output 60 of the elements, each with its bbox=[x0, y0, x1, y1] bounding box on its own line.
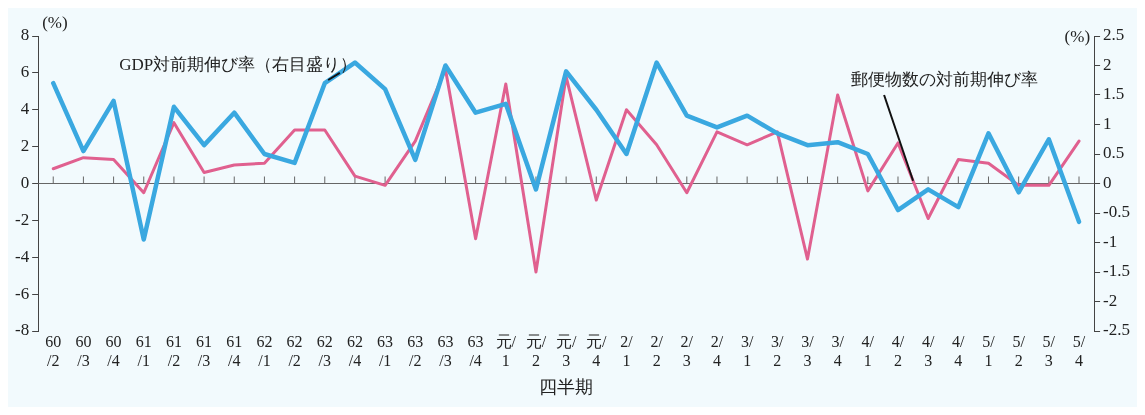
y-tick-label: -8 bbox=[14, 320, 30, 340]
x-tick-label: 3/1 bbox=[740, 332, 754, 369]
x-tick-label: 63/3 bbox=[437, 332, 454, 369]
y-tick-label: -6 bbox=[14, 283, 30, 303]
x-tick-label: 61/2 bbox=[165, 332, 182, 369]
x-tick-label: 63/4 bbox=[467, 332, 484, 369]
y2-tick-label: -1 bbox=[1103, 231, 1118, 251]
x-tick-label: 5/3 bbox=[1042, 332, 1056, 369]
x-tick-label: 62/1 bbox=[256, 332, 273, 369]
x-tick-label: 4/3 bbox=[921, 332, 935, 369]
x-tick-label: 63/2 bbox=[407, 332, 424, 369]
x-tick-label: 61/1 bbox=[135, 332, 152, 369]
y2-tick-label: -2 bbox=[1103, 290, 1118, 310]
x-tick-label: 4/1 bbox=[861, 332, 875, 369]
y-tick-label: 4 bbox=[20, 99, 30, 119]
x-axis-title: 四半期 bbox=[539, 376, 594, 397]
x-tick-label: 3/2 bbox=[771, 332, 785, 369]
y-tick-label: 8 bbox=[20, 25, 30, 45]
y-tick-label: 0 bbox=[20, 172, 30, 192]
x-tick-label: 61/3 bbox=[196, 332, 213, 369]
x-tick-label: 元/3 bbox=[555, 332, 577, 369]
x-tick-label: 61/4 bbox=[226, 332, 243, 369]
y2-axis-title: (%) bbox=[1064, 26, 1091, 46]
x-tick-label: 3/4 bbox=[831, 332, 845, 369]
x-tick-label: 元/1 bbox=[495, 332, 517, 369]
y2-tick-label: 1.5 bbox=[1103, 84, 1125, 104]
x-tick-label: 5/2 bbox=[1012, 332, 1026, 369]
x-tick-label: 元/4 bbox=[586, 332, 608, 369]
y2-tick-label: -1.5 bbox=[1103, 261, 1131, 281]
series-label: 郵便物数の対前期伸び率 bbox=[850, 70, 1038, 90]
y2-tick-label: 0.5 bbox=[1103, 143, 1125, 163]
x-tick-label: 2/4 bbox=[710, 332, 724, 369]
x-tick-label: 63/1 bbox=[377, 332, 394, 369]
x-tick-label: 62/2 bbox=[286, 332, 303, 369]
x-tick-label: 5/1 bbox=[982, 332, 996, 369]
x-tick-label: 2/1 bbox=[620, 332, 634, 369]
series-label: GDP対前期伸び率（右目盛り） bbox=[119, 55, 358, 75]
y-tick-label: -2 bbox=[14, 209, 30, 229]
x-tick-label: 62/4 bbox=[346, 332, 363, 369]
y2-tick-label: 2.5 bbox=[1103, 25, 1125, 45]
x-tick-label: 60/4 bbox=[105, 332, 122, 369]
x-tick-label: 2/3 bbox=[680, 332, 694, 369]
y2-tick-label: 2 bbox=[1103, 54, 1112, 74]
y2-tick-label: 0 bbox=[1103, 172, 1112, 192]
y-axis-title: (%) bbox=[42, 12, 68, 32]
x-tick-label: 5/4 bbox=[1072, 332, 1086, 369]
x-tick-label: 60/2 bbox=[45, 332, 62, 369]
y2-tick-label: -0.5 bbox=[1103, 202, 1131, 222]
x-tick-label: 60/3 bbox=[75, 332, 92, 369]
x-tick-label: 3/3 bbox=[801, 332, 815, 369]
y-tick-label: 6 bbox=[20, 62, 30, 82]
x-tick-label: 元/2 bbox=[525, 332, 547, 369]
x-tick-label: 62/3 bbox=[316, 332, 333, 369]
x-tick-label: 4/2 bbox=[891, 332, 905, 369]
y-tick-label: 2 bbox=[20, 136, 30, 156]
x-tick-label: 2/2 bbox=[650, 332, 664, 369]
y2-tick-label: -2.5 bbox=[1103, 320, 1131, 340]
x-tick-label: 4/4 bbox=[952, 332, 966, 369]
y-tick-label: -4 bbox=[14, 246, 30, 266]
y2-tick-label: 1 bbox=[1103, 113, 1112, 133]
